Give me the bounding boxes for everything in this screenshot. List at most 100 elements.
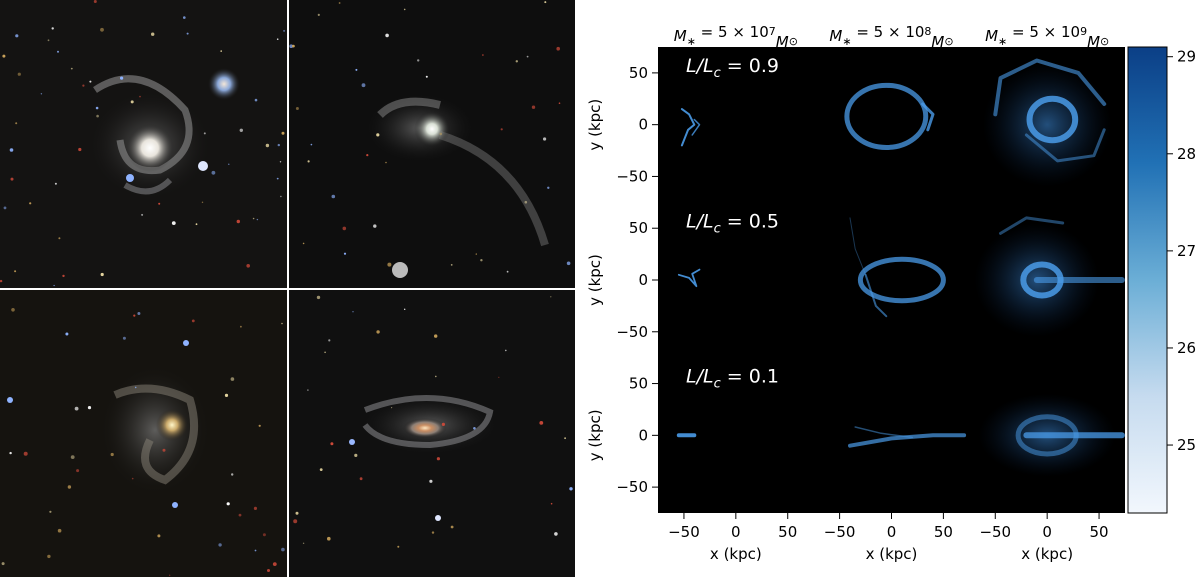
x-tick-label: −50 [824,523,856,541]
photo-star [331,194,336,199]
photo-star [17,72,21,76]
y-tick-label: 0 [638,271,648,289]
photo-star [95,106,99,110]
photo-star [96,114,99,118]
photo-star [29,202,32,205]
photo-star [434,334,438,338]
photo-star [307,160,310,163]
photo-star [324,351,326,354]
photo-top-right [289,0,575,288]
photo-star [550,296,552,298]
photo-star [47,554,51,559]
y-tick-label: 50 [629,219,648,237]
y-axis-label: y (kpc) [586,409,604,461]
photo-star [482,54,484,56]
photo-star [47,39,50,42]
stream-feature [680,108,696,147]
photo-star [302,542,305,544]
stream-feature [982,62,1112,187]
photo-star [281,322,283,325]
stream-feature [921,102,935,132]
photo-star [397,545,400,548]
photo-star [262,533,266,537]
photo-star [543,137,547,141]
photo-star [134,386,137,389]
column-title: M∗ = 5 × 107M⊙ [674,23,798,51]
photo-star [283,29,286,32]
photo-star [240,325,242,328]
x-axis-label: x (kpc) [710,545,762,563]
photo-star [158,202,161,205]
photo-star [524,200,528,204]
photo-star [186,32,189,35]
photo-star [310,143,313,146]
y-axis-label: y (kpc) [586,254,604,306]
photo-star [82,84,85,87]
photo-star [252,217,255,220]
photo-star [359,477,363,481]
photo-star [231,473,234,476]
y-tick-label: −50 [616,167,648,185]
photo-star [253,506,257,510]
photo-star [361,83,366,88]
photo-stars [0,0,573,576]
photo-star [57,528,62,533]
photo-star [439,132,443,136]
column-title: M∗ = 5 × 109M⊙ [985,23,1109,51]
photo-star [0,279,3,283]
photo-star [272,562,277,566]
photo-star [450,264,453,266]
photo-star [279,161,282,163]
photo-star [404,308,406,310]
photo-star [239,128,243,132]
photo-star [475,253,477,255]
photo-star [238,513,242,517]
photo-star [354,453,358,457]
photo-star [131,477,134,480]
photo-star [319,468,323,471]
photo-star [387,262,392,267]
photo-star [93,0,97,3]
photo-star [133,314,136,317]
photo-star [254,549,257,552]
photo-star [376,133,380,137]
colorbar-tick-label: 26 [1177,339,1196,357]
photo-star [280,195,282,198]
y-tick-label: 0 [638,116,648,134]
x-tick-label: −50 [668,523,700,541]
photo-star [480,259,483,262]
stream-feature [849,217,867,276]
photo-star [281,547,285,552]
photo-star [515,60,518,63]
photo-star [40,93,43,95]
stream-feature [1024,128,1106,163]
photo-star [435,375,437,378]
photo-star [554,532,558,536]
photo-star [218,543,222,547]
stream-feature [864,273,888,318]
photo-star [441,422,445,426]
photo-star [100,272,104,277]
y-tick-label: 50 [629,375,648,393]
photo-star [281,131,285,135]
photo-star [473,427,476,430]
colorbar-tick-label: 29 [1177,48,1196,66]
photo-star [87,406,92,410]
photo-star [277,143,280,147]
photo-star [201,201,204,203]
photo-star [431,531,435,534]
x-tick-label: 50 [934,523,953,541]
photo-star [373,224,377,228]
photo-star [70,67,73,70]
colorbar-gradient [1127,46,1168,514]
x-tick-label: 50 [1090,523,1109,541]
stream-feature [844,82,929,150]
photo-star [14,270,17,273]
colorbar-tick-label: 27 [1177,242,1196,260]
photo-star [376,330,380,334]
photo-star [67,485,72,489]
x-axis-label: x (kpc) [1021,545,1073,563]
column-titles: M∗ = 5 × 107M⊙ M∗ = 5 × 108M⊙ M∗ = 5 × 109… [674,23,1110,51]
photo-star [78,147,82,152]
photo-star [391,407,393,409]
